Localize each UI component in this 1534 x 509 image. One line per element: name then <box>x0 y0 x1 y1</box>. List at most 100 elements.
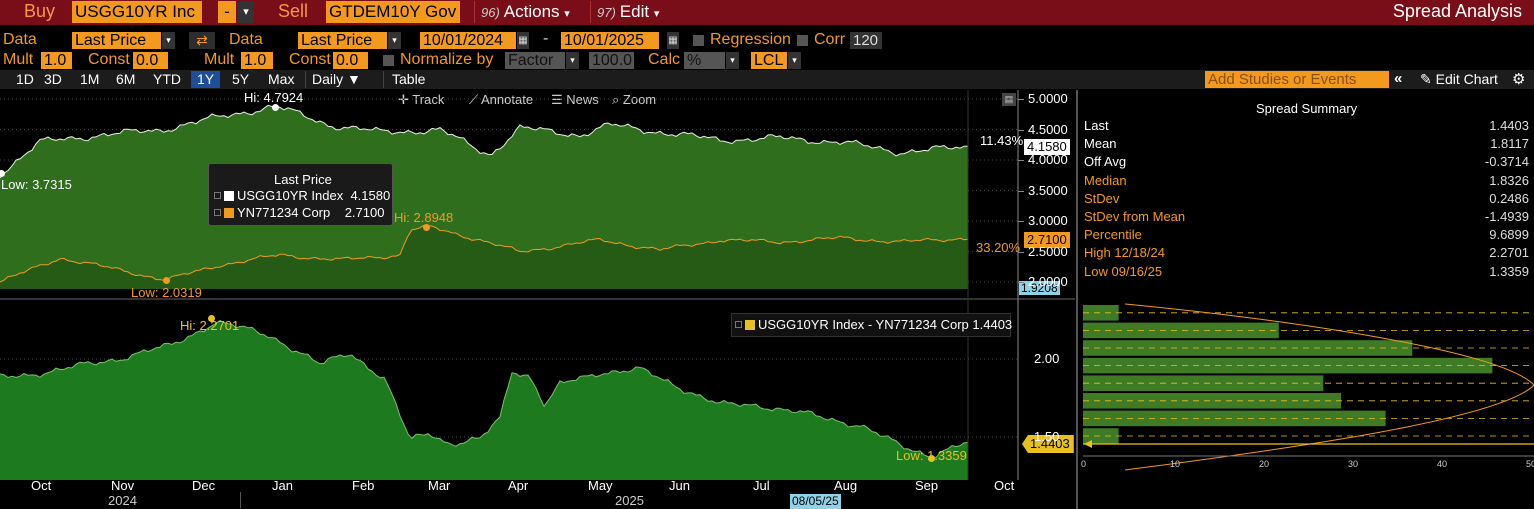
legend-name: YN771234 Corp <box>237 205 331 220</box>
year-2024: 2024 <box>108 493 137 508</box>
histogram-bar <box>1083 322 1279 339</box>
top-bar <box>0 0 1534 25</box>
spread-area <box>0 320 968 480</box>
period-chevron-icon: ▼ <box>347 71 361 87</box>
upper-ytick-mark <box>1018 99 1024 100</box>
histogram-xtick: 50 <box>1526 459 1534 469</box>
spread-hi-label: Hi: 2.2701 <box>180 318 240 333</box>
histogram-bar <box>1083 340 1413 356</box>
normalize-checkbox[interactable] <box>383 55 394 66</box>
page-title: Spread Analysis <box>1392 1 1522 21</box>
range-1y-button[interactable]: 1Y <box>191 71 221 88</box>
spread-legend <box>731 313 1011 337</box>
actions-menu[interactable]: 96) Actions ▾ <box>474 1 576 23</box>
buy-ticker-input[interactable]: USGG10YR Inc <box>72 1 202 23</box>
spread-legend-value: 1.4403 <box>972 317 1013 332</box>
gear-icon[interactable]: ⚙ <box>1512 71 1526 88</box>
end-date-input[interactable]: 10/01/2025 <box>561 32 659 49</box>
hi-marker <box>272 104 279 111</box>
usgg10yr-swatch <box>224 191 234 201</box>
histogram-bar <box>1083 305 1119 321</box>
corr-window-input[interactable]: 120 <box>850 32 882 49</box>
upper-ytick-mark <box>1018 251 1024 253</box>
range-1m-button[interactable]: 1M <box>80 71 100 87</box>
histogram-bar <box>1083 410 1386 427</box>
table-button[interactable]: Table <box>383 71 431 88</box>
data2-dropdown-icon[interactable]: ▾ <box>388 32 401 49</box>
low-marker <box>0 170 5 177</box>
data1-dropdown-icon[interactable]: ▾ <box>162 32 175 49</box>
date-separator: - <box>543 30 549 47</box>
data2-select[interactable]: Last Price <box>298 32 387 49</box>
currency-dropdown-icon[interactable]: ▾ <box>788 52 801 69</box>
summary-label: Low 09/16/25 <box>1084 263 1163 279</box>
month-label: Apr <box>508 478 529 493</box>
range-1d-button[interactable]: 1D <box>16 71 34 87</box>
summary-row: Percentile 9.6899 <box>1084 227 1529 245</box>
cursor-value-tag: 1.9208 <box>1019 281 1060 295</box>
low-label: Low: 3.7315 <box>1 177 72 192</box>
factor-input[interactable]: 100.0 <box>589 52 634 69</box>
range-max-button[interactable]: Max <box>268 71 295 87</box>
last-price-legend <box>208 163 393 226</box>
distribution-curve <box>1124 303 1534 471</box>
hi2-label: Hi: 2.8948 <box>394 210 454 225</box>
range-3d-button[interactable]: 3D <box>44 71 62 87</box>
summary-value: 9.6899 <box>1489 227 1529 243</box>
mult1-input[interactable]: 1.0 <box>41 52 72 69</box>
upper-ytick: 4.5000 <box>1028 121 1068 137</box>
add-studies-input[interactable]: Add Studies or Events <box>1205 71 1389 88</box>
calc-select[interactable]: % <box>684 52 725 69</box>
corr-checkbox[interactable] <box>797 35 808 46</box>
zoom-tool[interactable]: ⌕ Zoom <box>612 92 656 108</box>
data1-select[interactable]: Last Price <box>72 32 161 49</box>
collapse-icon[interactable]: « <box>1394 70 1403 87</box>
summary-row: StDev 0.2486 <box>1084 191 1529 209</box>
normalize-select[interactable]: Factor <box>505 52 565 69</box>
lower-ytick: 2.00 <box>1034 351 1060 366</box>
month-label: Nov <box>111 478 135 493</box>
summary-value: -0.3714 <box>1484 154 1529 170</box>
range-5y-button[interactable]: 5Y <box>232 71 250 87</box>
summary-label: StDev from Mean <box>1084 209 1186 224</box>
const1-input[interactable]: 0.0 <box>133 52 168 69</box>
normalize-dropdown-icon[interactable]: ▾ <box>566 52 579 69</box>
summary-row: Off Avg -0.3714 <box>1084 154 1529 172</box>
legend-yn771234: YN771234 Corp 2.7100 <box>214 205 384 220</box>
upper-ytick-mark <box>1018 282 1024 283</box>
end-calendar-icon[interactable]: ▦ <box>667 32 679 49</box>
actions-chevron-icon: ▾ <box>564 8 570 20</box>
summary-title: Spread Summary <box>1256 101 1358 116</box>
annotate-tool[interactable]: ⟋ Annotate <box>469 92 533 108</box>
edit-chevron-icon: ▾ <box>653 8 660 20</box>
summary-label: High 12/18/24 <box>1084 245 1165 261</box>
sell-ticker-input[interactable]: GTDEM10Y Gov <box>326 1 460 23</box>
currency-select[interactable]: LCL <box>751 52 787 69</box>
period-select[interactable]: Daily ▼ <box>305 71 367 88</box>
edit-chart-label: Edit Chart <box>1435 71 1498 87</box>
legend-name: USGG10YR Index <box>237 188 344 203</box>
low2-marker <box>163 277 170 284</box>
start-date-input[interactable]: 10/01/2024 <box>420 32 516 49</box>
expand-icon <box>214 209 221 216</box>
start-calendar-icon[interactable]: ▦ <box>517 32 529 49</box>
mult2-input[interactable]: 1.0 <box>241 52 273 69</box>
edit-chart-button[interactable]: ✎ Edit Chart <box>1420 71 1498 88</box>
month-label: Jan <box>272 478 293 493</box>
summary-value: 2.2701 <box>1489 245 1529 261</box>
summary-label: Last <box>1084 118 1109 133</box>
zoom-label: Zoom <box>622 92 657 107</box>
range-6m-button[interactable]: 6M <box>116 71 136 87</box>
spread-hi-marker <box>208 315 215 322</box>
edit-menu[interactable]: 97) Edit ▾ <box>590 1 665 23</box>
lower-ytick: 1.50 <box>1034 429 1060 444</box>
swap-icon[interactable]: ⇄ <box>189 32 215 49</box>
regression-checkbox[interactable] <box>693 35 704 46</box>
month-label: Sep <box>915 478 939 493</box>
const2-input[interactable]: 0.0 <box>333 52 368 69</box>
calc-dropdown-icon[interactable]: ▾ <box>726 52 739 69</box>
buy-side-select[interactable]: - <box>218 1 236 23</box>
range-ytd-button[interactable]: YTD <box>153 71 181 87</box>
buy-side-dropdown-icon[interactable]: ▾ <box>238 1 254 23</box>
usgg10yr-line <box>0 104 969 179</box>
